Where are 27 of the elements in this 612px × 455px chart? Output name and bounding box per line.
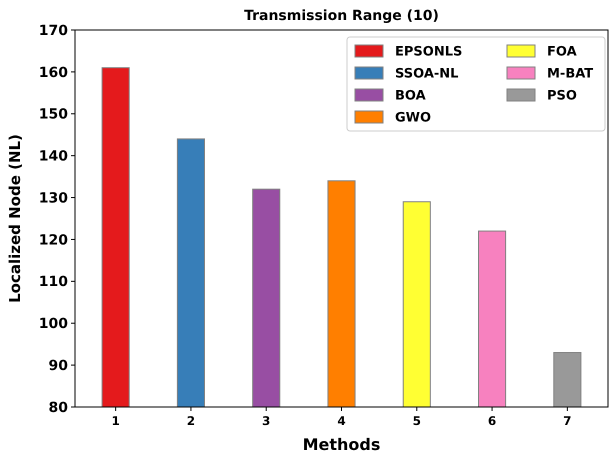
y-tick-label: 170	[38, 22, 68, 39]
legend-label: FOA	[547, 44, 577, 60]
legend-label: M-BAT	[547, 66, 594, 82]
x-tick-label: 4	[337, 414, 346, 428]
x-tick-label: 3	[262, 414, 270, 428]
x-tick-label: 6	[488, 414, 496, 428]
x-tick-label: 1	[111, 414, 120, 428]
x-tick-label: 7	[563, 414, 572, 428]
y-tick-label: 140	[38, 148, 68, 165]
x-axis-title: Methods	[302, 435, 380, 454]
legend-label: BOA	[395, 88, 426, 104]
y-tick-label: 130	[38, 190, 68, 206]
legend-label: PSO	[547, 88, 577, 104]
y-tick-label: 120	[38, 232, 68, 248]
y-tick-label: 90	[48, 358, 68, 374]
y-tick-label: 100	[38, 316, 68, 332]
y-tick-label: 110	[38, 274, 68, 290]
chart-title: Transmission Range (10)	[244, 8, 439, 24]
y-tick-label: 80	[48, 400, 68, 416]
x-tick-label: 5	[412, 414, 421, 428]
y-axis-title: Localized Node (NL)	[6, 134, 24, 303]
legend-label: SSOA-NL	[395, 66, 458, 82]
y-tick-label: 150	[38, 106, 68, 123]
legend-label: EPSONLS	[395, 44, 462, 60]
x-tick-label: 2	[186, 414, 196, 428]
y-tick-label: 160	[38, 64, 68, 81]
legend-label: GWO	[395, 110, 432, 126]
